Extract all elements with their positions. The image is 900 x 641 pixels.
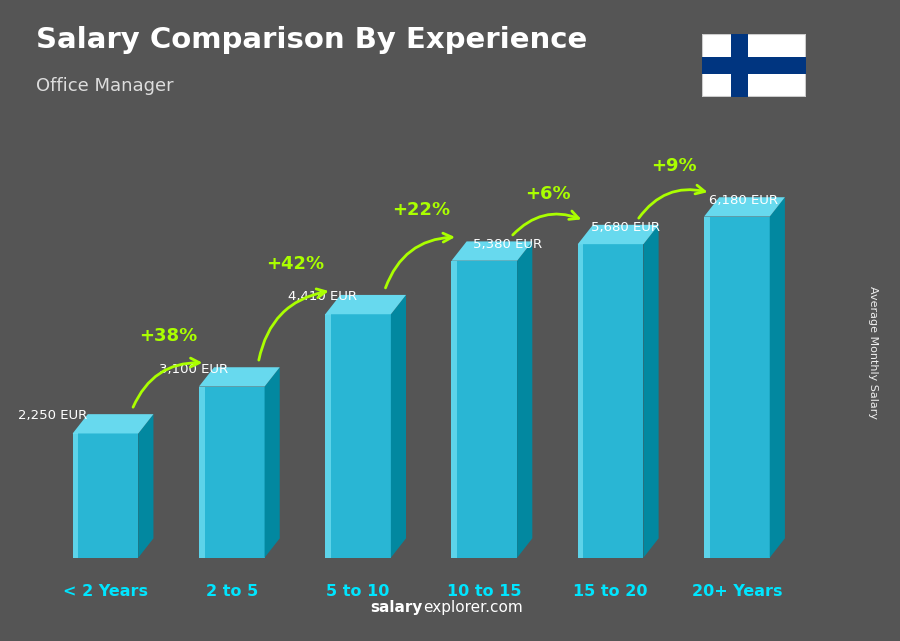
Text: +9%: +9%: [651, 157, 697, 175]
Text: 2 to 5: 2 to 5: [205, 584, 258, 599]
Polygon shape: [265, 367, 280, 558]
Text: 6,180 EUR: 6,180 EUR: [708, 194, 778, 206]
Text: 5,380 EUR: 5,380 EUR: [472, 238, 542, 251]
Text: 20+ Years: 20+ Years: [692, 584, 782, 599]
Bar: [731, 34, 748, 97]
Polygon shape: [73, 433, 139, 558]
Polygon shape: [325, 314, 331, 558]
Polygon shape: [199, 387, 265, 558]
Text: Office Manager: Office Manager: [36, 77, 174, 95]
Text: 15 to 20: 15 to 20: [573, 584, 648, 599]
Polygon shape: [139, 414, 153, 558]
Text: 4,410 EUR: 4,410 EUR: [288, 290, 357, 303]
FancyArrowPatch shape: [133, 358, 199, 407]
Polygon shape: [452, 261, 457, 558]
Polygon shape: [578, 225, 659, 244]
Polygon shape: [704, 217, 710, 558]
Polygon shape: [518, 242, 532, 558]
FancyArrowPatch shape: [513, 211, 579, 235]
Text: +38%: +38%: [140, 327, 198, 345]
Polygon shape: [325, 295, 406, 314]
FancyArrowPatch shape: [259, 289, 326, 360]
Polygon shape: [704, 197, 785, 217]
FancyArrowPatch shape: [639, 185, 705, 218]
Polygon shape: [199, 367, 280, 387]
Polygon shape: [452, 242, 532, 261]
FancyArrowPatch shape: [385, 233, 452, 288]
Text: salary: salary: [371, 601, 423, 615]
Text: Salary Comparison By Experience: Salary Comparison By Experience: [36, 26, 587, 54]
Polygon shape: [704, 217, 770, 558]
Polygon shape: [770, 197, 785, 558]
Text: 2,250 EUR: 2,250 EUR: [18, 410, 87, 422]
Polygon shape: [644, 225, 659, 558]
Text: 5 to 10: 5 to 10: [327, 584, 390, 599]
Polygon shape: [702, 34, 806, 97]
Text: 5,680 EUR: 5,680 EUR: [591, 221, 661, 234]
Polygon shape: [452, 261, 518, 558]
Polygon shape: [73, 433, 78, 558]
Text: 3,100 EUR: 3,100 EUR: [159, 363, 229, 376]
Text: +6%: +6%: [525, 185, 571, 203]
Polygon shape: [578, 244, 644, 558]
Bar: [702, 57, 806, 74]
Polygon shape: [73, 414, 153, 433]
Polygon shape: [325, 314, 391, 558]
Polygon shape: [391, 295, 406, 558]
Text: +22%: +22%: [392, 201, 450, 219]
Polygon shape: [578, 244, 583, 558]
Polygon shape: [199, 387, 204, 558]
Text: explorer.com: explorer.com: [423, 601, 523, 615]
Text: < 2 Years: < 2 Years: [63, 584, 148, 599]
Text: +42%: +42%: [266, 255, 324, 273]
Text: 10 to 15: 10 to 15: [447, 584, 522, 599]
Text: Average Monthly Salary: Average Monthly Salary: [868, 286, 878, 419]
